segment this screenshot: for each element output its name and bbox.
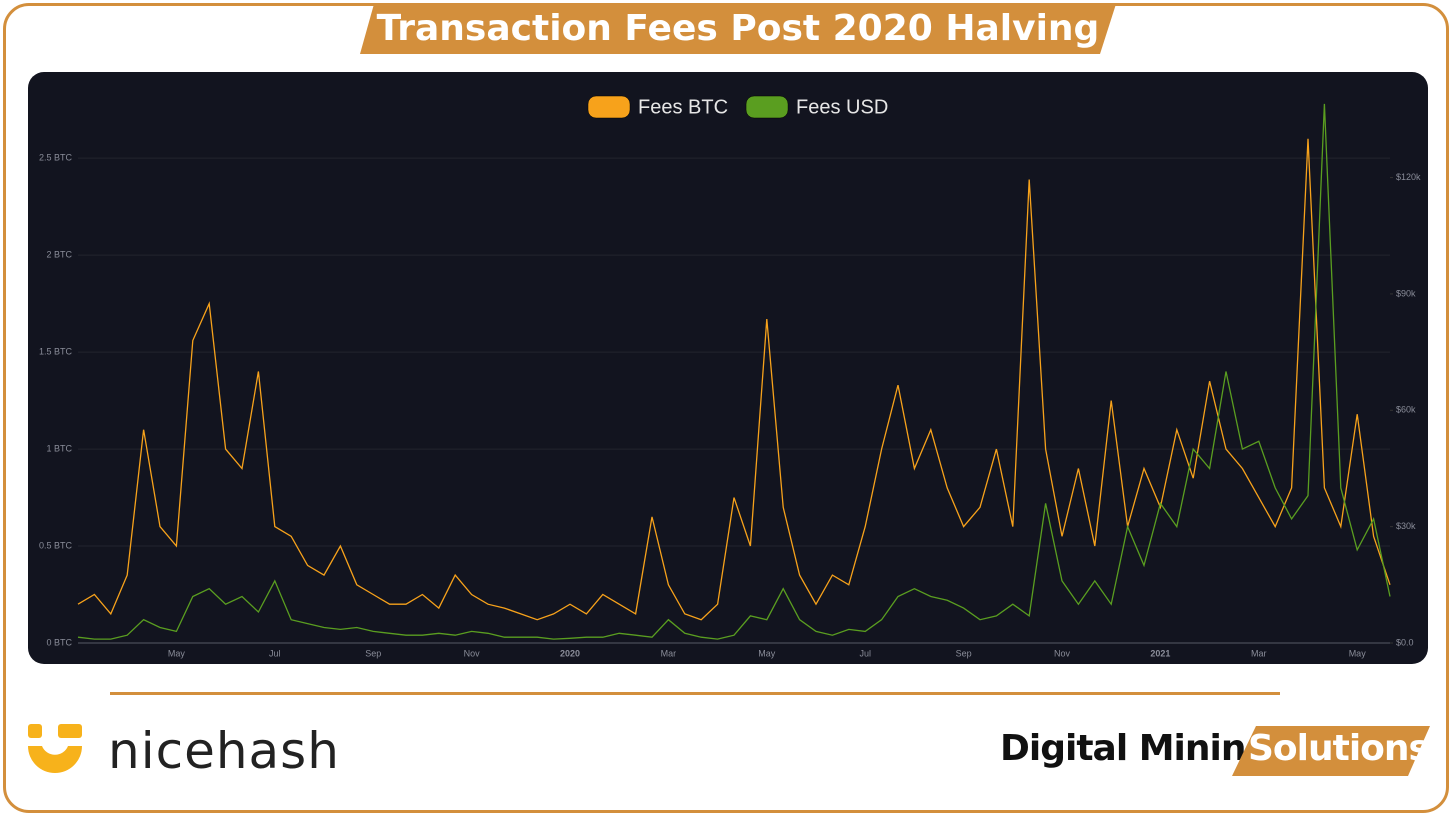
y2-tick-label: $90k <box>1396 288 1416 298</box>
y2-tick-label: $60k <box>1396 405 1416 415</box>
logo: nicehash <box>108 722 340 780</box>
title: Transaction Fees Post 2020 Halving <box>376 8 1100 49</box>
y2-tick-label: $0.0 <box>1396 637 1414 647</box>
y2-tick-label: $30k <box>1396 521 1416 531</box>
x-tick-label: 2021 <box>1150 648 1170 658</box>
tagline-badge: Solutions <box>1248 728 1430 769</box>
y-tick-label: 0 BTC <box>46 637 72 647</box>
x-tick-label: 2020 <box>560 648 580 658</box>
tagline-badge-bg <box>1232 726 1430 776</box>
x-tick-label: Jul <box>859 648 871 658</box>
legend-swatch <box>587 95 631 119</box>
logo-icon <box>28 724 82 773</box>
x-tick-label: Sep <box>365 648 381 658</box>
y-tick-label: 1.5 BTC <box>39 346 73 356</box>
legend-label: Fees USD <box>796 96 888 118</box>
x-tick-label: Mar <box>661 648 677 658</box>
x-tick-label: Nov <box>464 648 481 658</box>
y2-tick-label: $120k <box>1396 172 1421 182</box>
x-tick-label: Jul <box>269 648 281 658</box>
legend-label: Fees BTC <box>638 96 728 118</box>
legend-swatch <box>745 95 789 119</box>
x-tick-label: May <box>758 648 776 658</box>
title-banner <box>360 4 1116 54</box>
y-tick-label: 1 BTC <box>46 443 72 453</box>
series-line <box>77 103 1391 640</box>
x-tick-label: Mar <box>1251 648 1267 658</box>
series-line <box>77 138 1391 621</box>
chart: 0 BTC 0.5 BTC 1 BTC 1.5 BTC 2 BTC 2.5 BTC $0.0… <box>28 72 1428 664</box>
divider <box>110 692 1280 695</box>
y-tick-label: 0.5 BTC <box>39 540 73 550</box>
tagline: Digital Mining <box>1000 728 1271 769</box>
x-tick-label: May <box>168 648 186 658</box>
x-tick-label: Nov <box>1054 648 1071 658</box>
chart-background <box>28 72 1428 664</box>
x-tick-label: May <box>1349 648 1367 658</box>
x-tick-label: Sep <box>956 648 972 658</box>
y-tick-label: 2 BTC <box>46 250 72 260</box>
y-tick-label: 2.5 BTC <box>39 153 73 163</box>
